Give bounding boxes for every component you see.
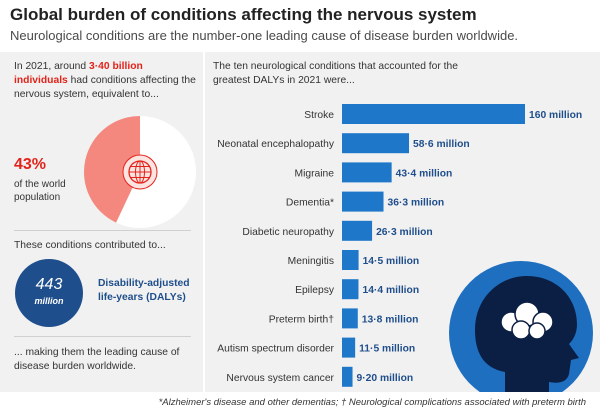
- bar-value-label: 11·5 million: [359, 344, 415, 355]
- dalys-unit: million: [34, 296, 64, 306]
- intro-highlight: 3·40 billion individuals: [14, 61, 143, 86]
- bar: [342, 104, 525, 124]
- bar-category-label: Autism spectrum disorder: [217, 344, 334, 355]
- bar-value-label: 13·8 million: [362, 314, 419, 325]
- brain-head-icon: [449, 261, 593, 392]
- bar-value-label: 58·6 million: [413, 139, 470, 150]
- bar-value-label: 36·3 million: [388, 198, 445, 209]
- bar: [342, 279, 359, 300]
- bar-value-label: 160 million: [529, 110, 582, 121]
- bar: [342, 162, 392, 183]
- intro-before: In 2021, around: [14, 61, 89, 72]
- intro-text: In 2021, around 3·40 billion individuals…: [14, 60, 199, 102]
- page-subtitle: Neurological conditions are the number-o…: [10, 28, 519, 43]
- bar: [342, 366, 353, 387]
- intro-after: had conditions affecting the nervous sys…: [14, 75, 196, 100]
- right-panel: The ten neurological conditions that acc…: [205, 52, 600, 392]
- divider-top: [14, 230, 191, 231]
- bar: [342, 337, 356, 358]
- bar: [342, 191, 384, 212]
- header: Global burden of conditions affecting th…: [0, 0, 600, 52]
- bar-category-label: Nervous system cancer: [226, 373, 334, 384]
- bars-group: Stroke 160 million Neonatal encephalopathy…: [217, 104, 582, 387]
- bar: [342, 133, 410, 154]
- percent-label: of the world population: [14, 179, 66, 203]
- outro-text: ... making them the leading cause of dis…: [14, 347, 180, 372]
- divider-bottom: [14, 336, 191, 337]
- bar-value-label: 14·4 million: [362, 285, 419, 296]
- bar-category-label: Migraine: [295, 168, 335, 179]
- bar: [342, 220, 373, 241]
- bar: [342, 308, 358, 329]
- population-pie-chart: [83, 116, 196, 228]
- dalys-bar-chart: Stroke 160 million Neonatal encephalopathy…: [217, 104, 593, 392]
- footnote: *Alzheimer's disease and other dementias…: [158, 397, 586, 408]
- bar-value-label: 14·5 million: [363, 256, 420, 267]
- chart-intro: The ten neurological conditions that acc…: [213, 61, 458, 86]
- bar-category-label: Neonatal encephalopathy: [217, 139, 335, 150]
- percent-value: 43%: [14, 156, 47, 173]
- left-panel: In 2021, around 3·40 billion individuals…: [0, 52, 203, 392]
- dalys-circle: 443 million: [15, 259, 83, 327]
- bar-value-label: 26·3 million: [376, 227, 433, 238]
- page-title: Global burden of conditions affecting th…: [10, 5, 477, 24]
- footer: *Alzheimer's disease and other dementias…: [0, 392, 600, 416]
- bar-category-label: Meningitis: [288, 256, 334, 267]
- bar-category-label: Epilepsy: [295, 285, 335, 296]
- bar-category-label: Preterm birth†: [269, 314, 335, 325]
- globe-icon: [122, 154, 158, 190]
- bar: [342, 250, 359, 270]
- contrib-text: These conditions contributed to...: [14, 240, 166, 251]
- bar-category-label: Stroke: [304, 110, 334, 121]
- bar-value-label: 9·20 million: [357, 373, 414, 384]
- bar-category-label: Diabetic neuropathy: [242, 227, 334, 238]
- pie-slice-affected: [83, 116, 140, 223]
- bar-category-label: Dementia*: [286, 198, 334, 209]
- dalys-number: 443: [35, 276, 63, 293]
- dalys-label: Disability-adjusted life-years (DALYs): [98, 278, 190, 303]
- bar-value-label: 43·4 million: [396, 168, 453, 179]
